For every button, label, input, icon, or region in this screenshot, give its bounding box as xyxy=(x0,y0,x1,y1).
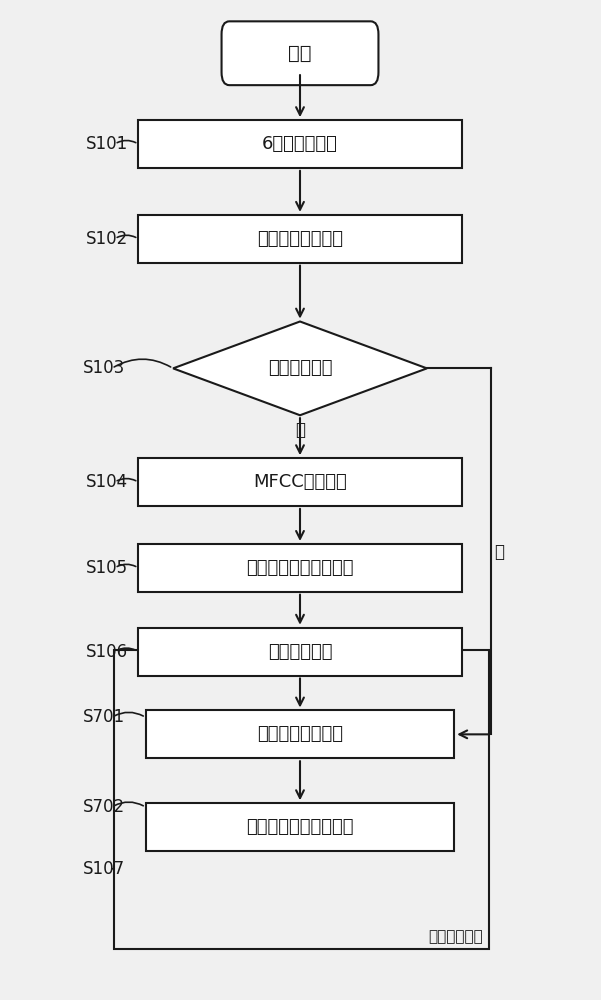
Text: 开始: 开始 xyxy=(288,44,312,63)
Text: 卷积神经网络特征提取: 卷积神经网络特征提取 xyxy=(246,559,354,577)
Bar xyxy=(138,628,462,676)
Text: S106: S106 xyxy=(86,643,128,661)
Text: S102: S102 xyxy=(86,230,128,248)
Text: S104: S104 xyxy=(86,473,128,491)
Bar xyxy=(138,544,462,592)
Bar xyxy=(138,458,462,506)
Text: 是: 是 xyxy=(295,421,305,439)
Text: S701: S701 xyxy=(83,708,125,726)
Polygon shape xyxy=(173,321,427,415)
Bar xyxy=(145,803,454,851)
Bar xyxy=(138,215,462,263)
Text: 全连接层分类: 全连接层分类 xyxy=(268,643,332,661)
Bar xyxy=(145,710,454,758)
Text: 音频数据切片处理: 音频数据切片处理 xyxy=(257,230,343,248)
Text: 判断结果进入队列: 判断结果进入队列 xyxy=(257,725,343,743)
Text: MFCC特征提取: MFCC特征提取 xyxy=(253,473,347,491)
Text: 鼾声事件判断: 鼾声事件判断 xyxy=(429,929,483,944)
Text: 否: 否 xyxy=(494,543,504,561)
FancyBboxPatch shape xyxy=(222,21,379,85)
Text: 6秒钟音频数据: 6秒钟音频数据 xyxy=(262,135,338,153)
Bar xyxy=(138,120,462,168)
Text: S105: S105 xyxy=(86,559,128,577)
Text: S107: S107 xyxy=(83,860,125,878)
Text: S101: S101 xyxy=(86,135,128,153)
Text: S702: S702 xyxy=(83,798,125,816)
Text: 判断是否超过预定比例: 判断是否超过预定比例 xyxy=(246,818,354,836)
Text: S103: S103 xyxy=(83,359,125,377)
Text: 是否包含声音: 是否包含声音 xyxy=(268,359,332,377)
Bar xyxy=(114,650,489,949)
